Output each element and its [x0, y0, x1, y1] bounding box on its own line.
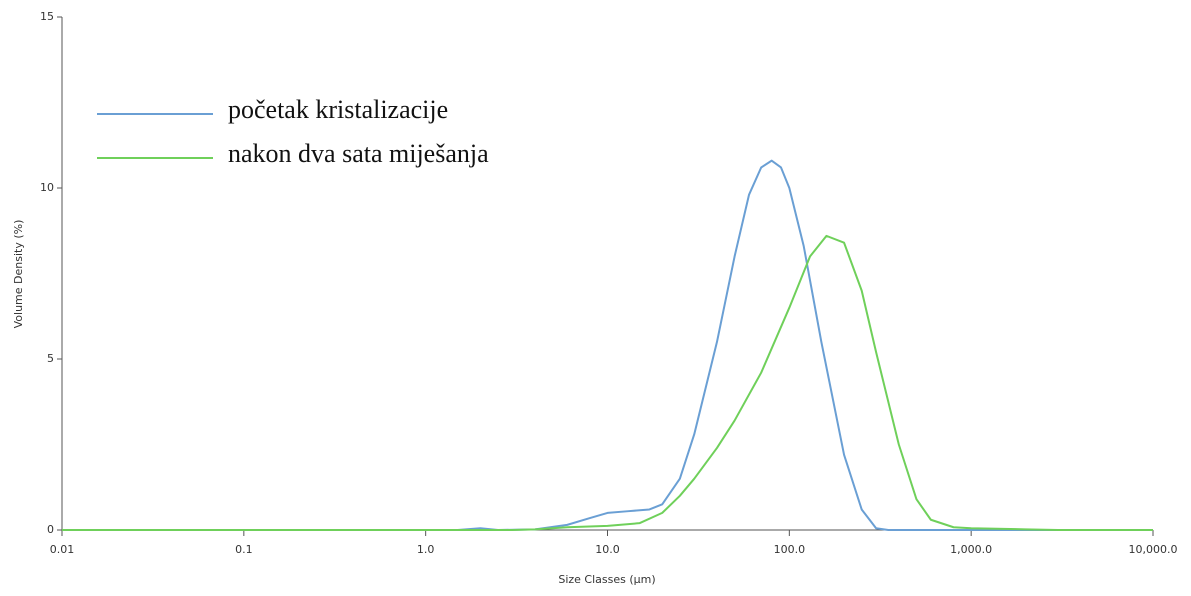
- legend-label: početak kristalizacije: [228, 95, 448, 124]
- legend-label: nakon dva sata miješanja: [228, 139, 489, 168]
- y-tick-label: 15: [40, 10, 54, 23]
- y-tick-label: 0: [47, 523, 54, 536]
- data-line: [62, 234, 1153, 531]
- data-line: [62, 159, 1153, 531]
- x-tick-label: 100.0: [774, 543, 806, 556]
- x-axis-title: Size Classes (µm): [558, 573, 655, 586]
- x-tick-label: 1.0: [417, 543, 435, 556]
- y-axis-title: Volume Density (%): [12, 220, 25, 329]
- y-tick-label: 5: [47, 352, 54, 365]
- y-tick-label: 10: [40, 181, 54, 194]
- x-tick-label: 10,000.0: [1129, 543, 1178, 556]
- x-tick-label: 0.01: [50, 543, 75, 556]
- x-tick-label: 10.0: [595, 543, 620, 556]
- x-tick-label: 0.1: [235, 543, 253, 556]
- x-tick-label: 1,000.0: [950, 543, 992, 556]
